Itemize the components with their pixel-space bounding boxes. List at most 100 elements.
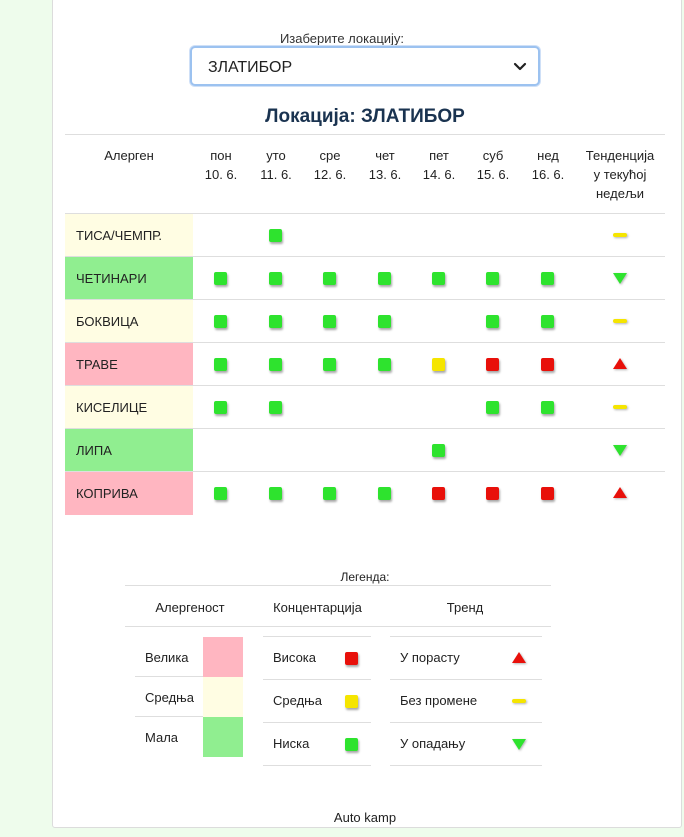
legend-divider [125, 626, 551, 627]
concentration-marker [214, 401, 227, 414]
allergen-row-label: ЧЕТИНАРИ [65, 257, 193, 300]
legend-title: Легенда: [340, 570, 390, 584]
trend-up-icon [512, 652, 526, 663]
day-name: пет [429, 148, 449, 163]
concentration-marker [269, 487, 282, 500]
concentration-marker [486, 401, 499, 414]
legend-row-divider [263, 636, 371, 637]
concentration-marker [269, 401, 282, 414]
trend-up-icon [613, 487, 627, 498]
day-name: нед [537, 148, 559, 163]
concentration-marker [378, 358, 391, 371]
day-column-header: пон 10. 6. [191, 146, 251, 184]
location-select-value: ЗЛАТИБОР [208, 59, 293, 76]
concentration-marker [269, 272, 282, 285]
concentration-marker [269, 358, 282, 371]
concentration-marker [214, 315, 227, 328]
concentration-marker [323, 272, 336, 285]
concentration-marker [486, 358, 499, 371]
row-divider [65, 256, 665, 257]
legend-row-divider [390, 636, 542, 637]
allergen-column-header: Алерген [104, 148, 154, 163]
day-name: чет [375, 148, 395, 163]
legend-allergenicity-header: Алергеност [155, 600, 225, 615]
legend-trend-item: У порасту [400, 650, 460, 665]
concentration-marker [541, 272, 554, 285]
concentration-marker [432, 358, 445, 371]
day-name: сре [319, 148, 341, 163]
legend-concentration-marker [345, 738, 358, 751]
day-column-header: чет 13. 6. [355, 146, 415, 184]
legend-divider [125, 585, 551, 586]
location-select[interactable]: ЗЛАТИБОР [190, 46, 540, 86]
legend-row-divider [263, 722, 371, 723]
legend-concentration-item: Средња [273, 693, 322, 708]
concentration-marker [323, 487, 336, 500]
concentration-marker [541, 315, 554, 328]
concentration-marker [486, 315, 499, 328]
concentration-marker [214, 487, 227, 500]
legend-allergenicity-item: Средња [145, 690, 194, 705]
concentration-marker [269, 229, 282, 242]
trend-down-icon [512, 739, 526, 750]
trend-flat-icon [512, 699, 526, 703]
allergen-row-label: ТИСА/ЧЕМПР. [65, 214, 193, 257]
concentration-marker [214, 358, 227, 371]
allergen-row-label: БОКВИЦА [65, 300, 193, 343]
legend-trend-header: Тренд [446, 600, 484, 615]
day-column-header: пет 14. 6. [409, 146, 469, 184]
location-select-label: Изаберите локацију: [279, 31, 405, 46]
legend-row-divider [263, 679, 371, 680]
day-column-header: уто 11. 6. [246, 146, 306, 184]
trend-flat-icon [613, 405, 627, 409]
day-date: 12. 6. [313, 167, 347, 182]
day-name: пон [210, 148, 232, 163]
allergen-row-label: ТРАВЕ [65, 343, 193, 386]
legend-allergenicity-item: Велика [145, 650, 189, 665]
concentration-marker [323, 315, 336, 328]
concentration-marker [486, 487, 499, 500]
legend-allergenicity-swatch [203, 637, 243, 677]
legend-row-divider [135, 716, 203, 717]
trend-up-icon [613, 358, 627, 369]
day-name: суб [482, 148, 504, 163]
day-date: 15. 6. [476, 167, 510, 182]
concentration-marker [541, 358, 554, 371]
legend-row-divider [263, 765, 371, 766]
row-divider [65, 299, 665, 300]
day-date: 14. 6. [422, 167, 456, 182]
concentration-marker [214, 272, 227, 285]
allergen-row-label: КИСЕЛИЦЕ [65, 386, 193, 429]
legend-concentration-marker [345, 695, 358, 708]
location-title: Локација: ЗЛАТИБОР [265, 106, 465, 127]
row-divider [65, 471, 665, 472]
concentration-marker [378, 272, 391, 285]
concentration-marker [432, 272, 445, 285]
trend-down-icon [613, 273, 627, 284]
row-divider [65, 213, 665, 214]
concentration-marker [323, 358, 336, 371]
trend-column-header: Тенденција у текућој недељи [578, 146, 662, 203]
row-divider [65, 342, 665, 343]
table-top-border [65, 134, 665, 135]
legend-concentration-header: Концентарција [273, 600, 362, 615]
legend-allergenicity-swatch [203, 717, 243, 757]
legend-concentration-item: Висока [273, 650, 317, 665]
allergen-row-label: КОПРИВА [65, 472, 193, 515]
trend-header-line: недељи [596, 186, 644, 201]
day-date: 11. 6. [260, 167, 292, 182]
concentration-marker [378, 487, 391, 500]
legend-trend-item: У опадању [400, 736, 466, 751]
trend-flat-icon [613, 319, 627, 323]
concentration-marker [269, 315, 282, 328]
trend-header-line: у текућој [593, 167, 647, 182]
day-column-header: нед 16. 6. [518, 146, 578, 184]
concentration-marker [432, 487, 445, 500]
legend-concentration-marker [345, 652, 358, 665]
chevron-down-icon [513, 62, 527, 71]
legend-row-divider [390, 722, 542, 723]
legend-row-divider [135, 676, 203, 677]
trend-down-icon [613, 445, 627, 456]
concentration-marker [486, 272, 499, 285]
legend-row-divider [390, 679, 542, 680]
